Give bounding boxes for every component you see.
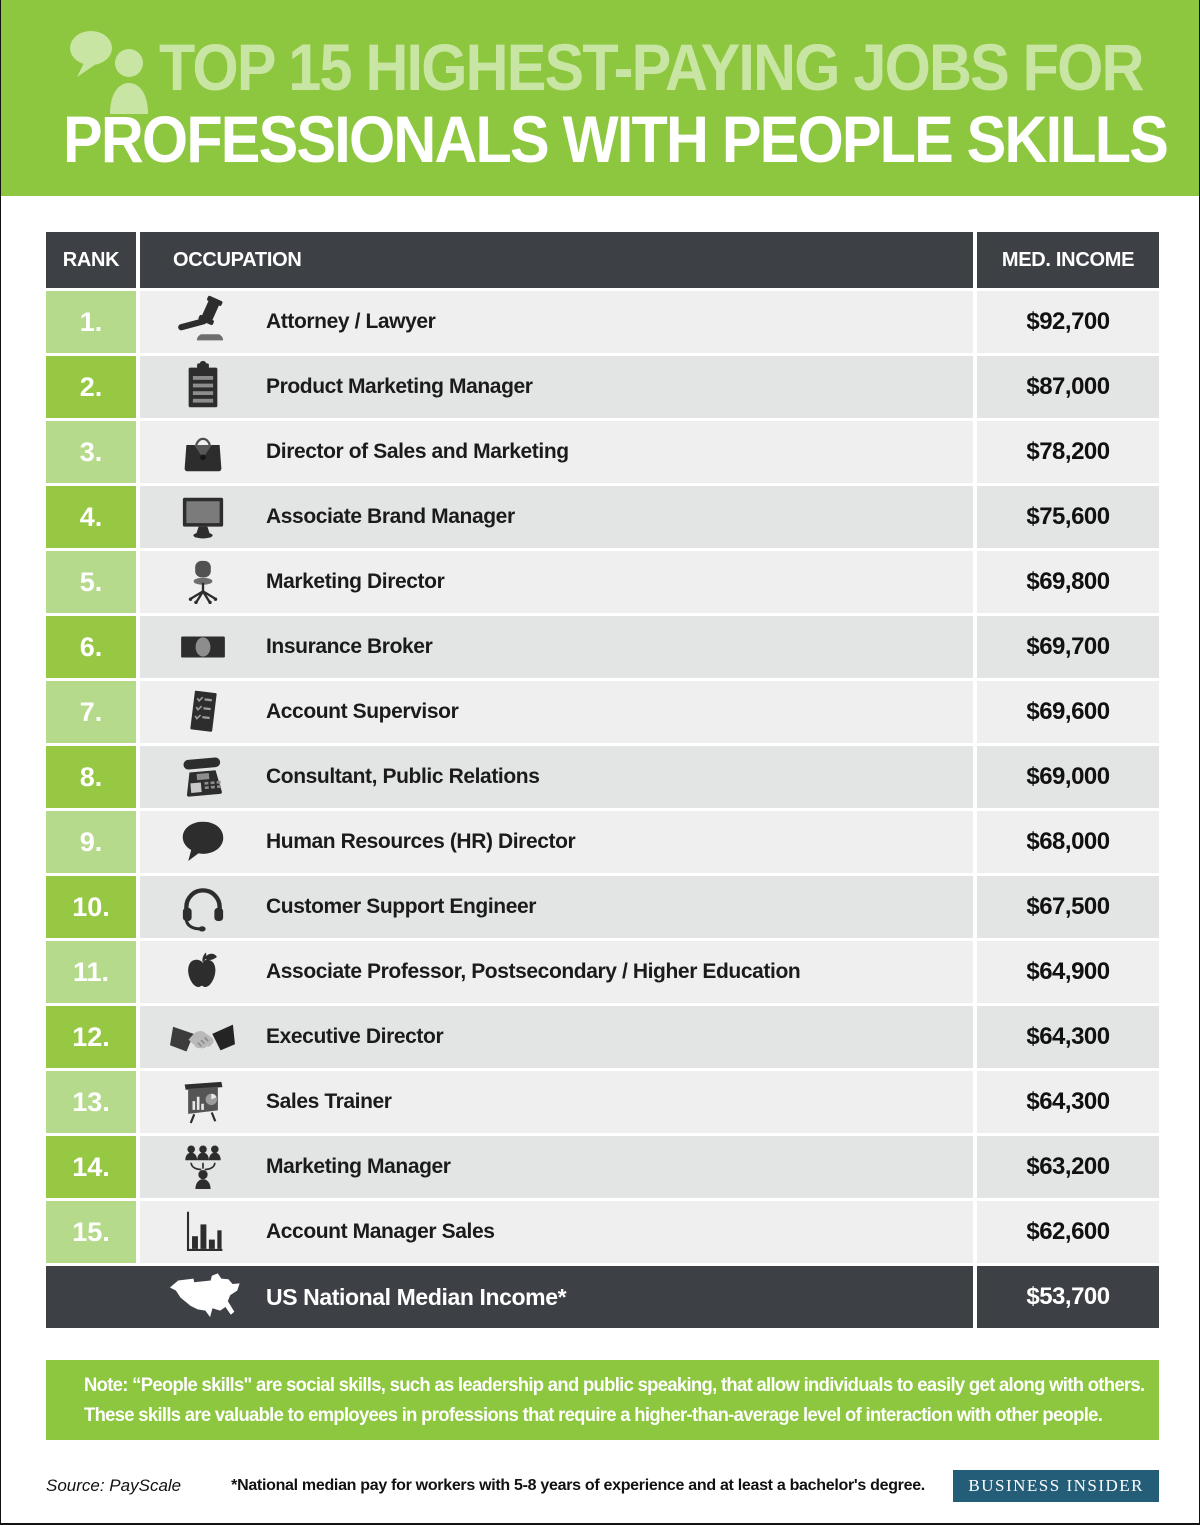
title-line-1: TOP 15 HIGHEST-PAYING JOBS FOR xyxy=(159,30,1144,104)
note-label: Note: xyxy=(84,1375,128,1396)
income-value: $68,000 xyxy=(977,811,1159,873)
bottom-strip: Source: PayScale *National median pay fo… xyxy=(46,1470,1159,1502)
us-map-icon xyxy=(140,1271,266,1323)
income-value: $67,500 xyxy=(977,876,1159,938)
income-value: $63,200 xyxy=(977,1136,1159,1198)
bar-chart-icon xyxy=(140,1204,266,1260)
table-row: 5. Marketing Director xyxy=(46,551,1159,613)
table-row: 14. Marketing Manager xyxy=(46,1136,1159,1198)
table-row: 7. Account Supervisor $69,600 xyxy=(46,681,1159,743)
rank-badge: 14. xyxy=(46,1136,136,1198)
income-value: $69,700 xyxy=(977,616,1159,678)
monitor-icon xyxy=(140,489,266,545)
national-median-income: $53,700 xyxy=(977,1266,1159,1328)
rank-badge: 13. xyxy=(46,1071,136,1133)
income-value: $62,600 xyxy=(977,1201,1159,1263)
table-row: 10. Customer Support Engineer $67,500 xyxy=(46,876,1159,938)
rank-column-header: RANK xyxy=(46,232,136,288)
income-value: $92,700 xyxy=(977,291,1159,353)
rank-badge: 4. xyxy=(46,486,136,548)
table-row: 13. Sales Trainer $64,300 xyxy=(46,1071,1159,1133)
headset-icon xyxy=(140,878,266,936)
national-median-row: US National Median Income* $53,700 xyxy=(46,1266,1159,1328)
occupation-label: Associate Professor, Postsecondary / Hig… xyxy=(266,960,801,983)
occupation-label: Attorney / Lawyer xyxy=(266,310,436,333)
note-line-2: These skills are valuable to employees i… xyxy=(84,1405,1103,1426)
occupation-column-header: OCCUPATION xyxy=(140,232,973,288)
footnote: *National median pay for workers with 5-… xyxy=(231,1477,925,1494)
rank-badge: 9. xyxy=(46,811,136,873)
occupation-label: Account Manager Sales xyxy=(266,1220,495,1243)
jobs-table: RANK OCCUPATION MED. INCOME 1. Attorney … xyxy=(46,232,1159,1328)
national-median-label: US National Median Income* xyxy=(266,1283,567,1310)
table-row: 1. Attorney / Lawyer $92,700 xyxy=(46,291,1159,353)
occupation-label: Director of Sales and Marketing xyxy=(266,440,569,463)
table-header-row: RANK OCCUPATION MED. INCOME xyxy=(46,232,1159,288)
title-line-2: PROFESSIONALS WITH PEOPLE SKILLS xyxy=(63,102,1169,176)
note-line-1: Note: “People skills" are social skills,… xyxy=(84,1375,1145,1396)
rank-badge: 7. xyxy=(46,681,136,743)
clipboard-icon xyxy=(140,359,266,415)
gavel-icon xyxy=(140,294,266,350)
occupation-label: Consultant, Public Relations xyxy=(266,765,540,788)
table-row: 12. Executive Director $64,300 xyxy=(46,1006,1159,1068)
table-row: 2. Product Marketing Manager $87,000 xyxy=(46,356,1159,418)
occupation-label: Executive Director xyxy=(266,1025,444,1048)
speech-bubble-icon xyxy=(140,815,266,869)
office-chair-icon xyxy=(140,553,266,611)
rank-badge: 11. xyxy=(46,941,136,1003)
note-box: Note: “People skills" are social skills,… xyxy=(46,1360,1159,1440)
rank-badge: 6. xyxy=(46,616,136,678)
source-credit: Source: PayScale xyxy=(46,1476,182,1495)
speech-bubble-person-icon xyxy=(70,31,148,114)
table-row: 15. Account Manager Sales $62,600 xyxy=(46,1201,1159,1263)
table-row: 6. Insurance Broker $69,700 xyxy=(46,616,1159,678)
rank-badge: 8. xyxy=(46,746,136,808)
briefcase-icon xyxy=(140,424,266,480)
occupation-label: Product Marketing Manager xyxy=(266,375,533,398)
income-value: $78,200 xyxy=(977,421,1159,483)
income-value: $64,300 xyxy=(977,1006,1159,1068)
occupation-label: Associate Brand Manager xyxy=(266,505,515,528)
occupation-label: Customer Support Engineer xyxy=(266,895,537,918)
rank-badge: 10. xyxy=(46,876,136,938)
occupation-label: Human Resources (HR) Director xyxy=(266,830,576,853)
rank-badge: 12. xyxy=(46,1006,136,1068)
team-org-icon xyxy=(140,1138,266,1196)
banner: TOP 15 HIGHEST-PAYING JOBS FOR PROFESSIO… xyxy=(1,0,1199,196)
apple-icon xyxy=(140,944,266,1000)
occupation-label: Marketing Director xyxy=(266,570,445,593)
income-value: $64,900 xyxy=(977,941,1159,1003)
presentation-chart-icon xyxy=(140,1074,266,1130)
occupation-label: Marketing Manager xyxy=(266,1155,451,1178)
rank-badge: 15. xyxy=(46,1201,136,1263)
table-row: 8. Consultant, Public Relat xyxy=(46,746,1159,808)
table-row: 11. Associate Professor, Postsecondary /… xyxy=(46,941,1159,1003)
occupation-label: Insurance Broker xyxy=(266,635,433,658)
occupation-label: Account Supervisor xyxy=(266,700,459,723)
income-value: $69,600 xyxy=(977,681,1159,743)
income-column-header: MED. INCOME xyxy=(977,232,1159,288)
income-value: $75,600 xyxy=(977,486,1159,548)
checklist-icon xyxy=(140,683,266,741)
occupation-label: Sales Trainer xyxy=(266,1090,392,1113)
business-insider-logo: BUSINESS INSIDER xyxy=(953,1470,1159,1502)
table-row: 9. Human Resources (HR) Director $68,000 xyxy=(46,811,1159,873)
rank-badge: 2. xyxy=(46,356,136,418)
desk-phone-icon xyxy=(140,749,266,805)
rank-badge: 1. xyxy=(46,291,136,353)
handshake-icon xyxy=(140,1012,266,1062)
table-row: 4. Associate Brand Manager $75,600 xyxy=(46,486,1159,548)
income-value: $69,000 xyxy=(977,746,1159,808)
income-value: $64,300 xyxy=(977,1071,1159,1133)
table-row: 3. Director of Sales and Marketing $78,2… xyxy=(46,421,1159,483)
rank-badge: 5. xyxy=(46,551,136,613)
id-card-icon xyxy=(140,619,266,675)
income-value: $69,800 xyxy=(977,551,1159,613)
rank-badge: 3. xyxy=(46,421,136,483)
income-value: $87,000 xyxy=(977,356,1159,418)
